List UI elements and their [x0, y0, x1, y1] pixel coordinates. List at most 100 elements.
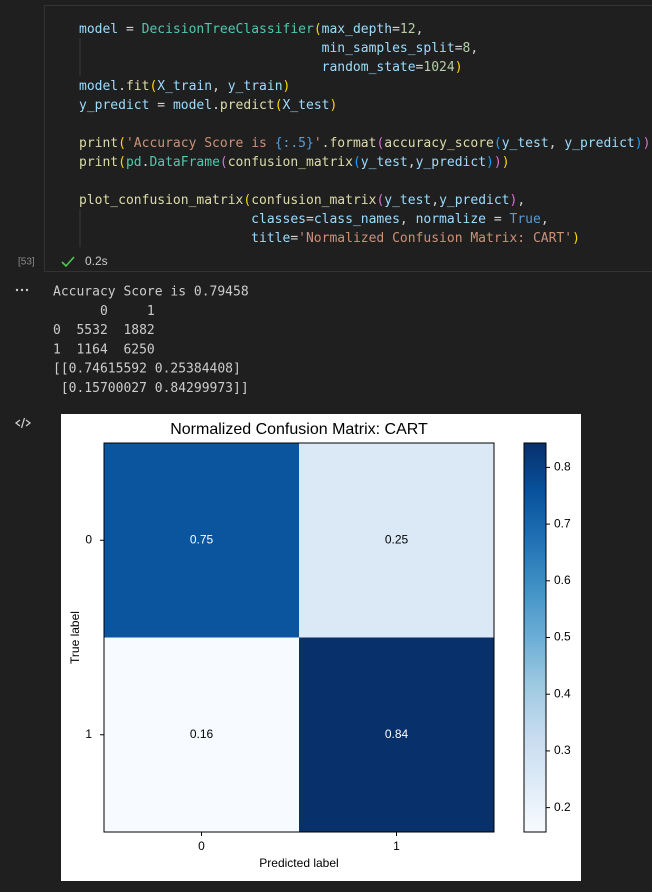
code-token: y_test — [361, 155, 408, 170]
code-token: confusion_matrix — [228, 155, 353, 170]
code-token: . — [142, 155, 150, 170]
code-token: ( — [275, 98, 283, 113]
chart: 0.75 0.25 0.16 0.84 Normalized Confusion Mat… — [68, 421, 571, 870]
code-token: normalize — [416, 212, 487, 227]
code-line: plot_confusion_matrix(confusion_matrix(y… — [79, 193, 525, 208]
code-token: y_predict — [564, 136, 634, 151]
code-token: . — [212, 98, 220, 113]
code-token: , — [400, 212, 416, 227]
code-token: = — [149, 98, 172, 113]
code-token: confusion_matrix — [251, 193, 376, 208]
x-axis-label: Predicted label — [259, 856, 338, 870]
code-token: ( — [314, 22, 322, 37]
code-token: = — [416, 60, 424, 75]
execution-count: [53] — [18, 257, 35, 268]
code-token: ) — [283, 79, 291, 94]
code-token: 8 — [463, 41, 471, 56]
code-token: ( — [353, 155, 361, 170]
code-token: format — [329, 136, 376, 151]
code-token: ) — [650, 136, 652, 151]
code-token: ( — [243, 193, 251, 208]
heatmap-cell — [299, 443, 494, 638]
colorbar-tick-label: 0.5 — [554, 630, 571, 644]
code-token: model — [173, 98, 212, 113]
code-token: random_state — [79, 60, 416, 75]
code-token: , — [549, 136, 565, 151]
code-token: model — [79, 79, 118, 94]
output-menu-icon[interactable] — [15, 288, 29, 292]
code-token: ) — [502, 155, 510, 170]
code-token: , — [431, 193, 439, 208]
code-token: ( — [220, 155, 228, 170]
code-token: y_predict — [439, 193, 509, 208]
heatmap-cell — [299, 637, 494, 832]
code-token: ) — [494, 155, 502, 170]
code-token: y_predict — [416, 155, 486, 170]
code-token: pd — [126, 155, 142, 170]
code-line: title='Normalized Confusion Matrix: CART… — [79, 231, 580, 246]
code-line: print(pd.DataFrame(confusion_matrix(y_te… — [79, 155, 510, 170]
code-token: model — [79, 22, 118, 37]
x-tick-label: 1 — [393, 839, 400, 853]
code-token: accuracy_score — [384, 136, 494, 151]
code-token: , — [517, 193, 525, 208]
code-line: classes=class_names, normalize = True, — [79, 212, 549, 227]
code-lines: model = DecisionTreeClassifier(max_depth… — [79, 22, 652, 246]
code-token: , — [470, 41, 478, 56]
colorbar-tick-label: 0.6 — [554, 573, 571, 587]
y-tick-label: 1 — [85, 727, 92, 741]
code-token: y_test — [502, 136, 549, 151]
plot-frame — [103, 442, 495, 833]
code-line: min_samples_split=8, — [79, 41, 478, 56]
code-token: plot_confusion_matrix — [79, 193, 244, 208]
code-token: ) — [635, 136, 643, 151]
output-renderer-icon[interactable] — [14, 417, 32, 429]
code-token: ( — [118, 155, 126, 170]
code-token: , — [212, 79, 228, 94]
code-line: model.fit(X_train, y_train) — [79, 79, 290, 94]
colorbar — [523, 442, 547, 833]
code-token: ) — [486, 155, 494, 170]
code-token: = — [306, 212, 314, 227]
colorbar-tick-label: 0.3 — [554, 743, 571, 757]
code-token: . — [322, 136, 330, 151]
code-token: title — [79, 231, 290, 246]
y-axis-label: True label — [68, 611, 82, 664]
code-token: 'Accuracy Score is — [126, 136, 275, 151]
cell-label: 0.75 — [190, 532, 214, 546]
code-token: 'Normalized Confusion Matrix: CART' — [298, 231, 572, 246]
output-lines: Accuracy Score is 0.79458 0 1 0 5532 1882… — [53, 285, 249, 397]
output-line: [[0.74615592 0.25384408] — [53, 362, 241, 377]
code-editor[interactable] — [44, 5, 652, 272]
cell-label: 0.25 — [385, 532, 409, 546]
code-line: random_state=1024) — [79, 60, 463, 75]
code-token: ) — [572, 231, 580, 246]
output-line: 0 1 — [53, 304, 155, 319]
x-tick-label: 0 — [198, 839, 205, 853]
code-token: y_train — [228, 79, 283, 94]
code-token: = — [118, 22, 141, 37]
code-line: print('Accuracy Score is {:.5}'.format(a… — [79, 136, 652, 151]
code-token: DecisionTreeClassifier — [142, 22, 314, 37]
code-token: ) — [330, 98, 338, 113]
code-token: y_test — [384, 193, 431, 208]
code-token: ( — [376, 193, 384, 208]
code-token: DataFrame — [149, 155, 220, 170]
code-token: ( — [149, 79, 157, 94]
colorbar-tick-label: 0.2 — [554, 800, 571, 814]
colorbar-tick-label: 0.8 — [554, 460, 571, 474]
cell-label: 0.16 — [190, 727, 214, 741]
code-token: print — [79, 136, 118, 151]
code-token: max_depth — [322, 22, 392, 37]
code-token: X_test — [283, 98, 330, 113]
code-token: {:.5} — [275, 136, 314, 151]
code-token: = — [486, 212, 509, 227]
code-token: predict — [220, 98, 275, 113]
code-token: , — [541, 212, 549, 227]
code-token: print — [79, 155, 118, 170]
colorbar-tick-label: 0.7 — [554, 516, 571, 530]
output-line: [0.15700027 0.84299973]] — [53, 381, 249, 396]
heatmap-cell — [104, 637, 299, 832]
